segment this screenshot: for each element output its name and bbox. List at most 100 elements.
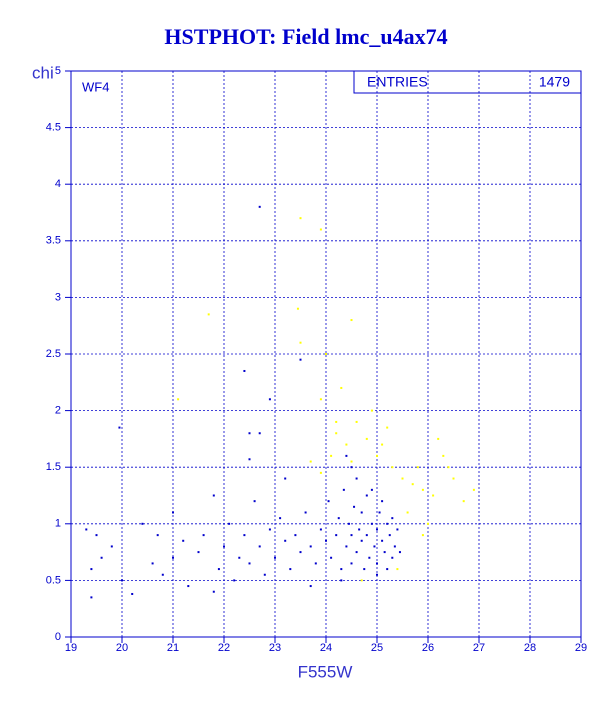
point (398, 551, 401, 554)
point (223, 545, 225, 548)
point (432, 494, 435, 497)
point (228, 522, 231, 525)
point (95, 534, 98, 537)
point (363, 568, 366, 571)
point (381, 443, 384, 446)
point (442, 454, 445, 457)
point (347, 522, 350, 525)
point (253, 500, 256, 503)
point (365, 534, 368, 537)
point (393, 545, 396, 548)
point (472, 488, 475, 491)
stats-label: ENTRIES (367, 74, 428, 90)
point (90, 596, 93, 599)
point (85, 528, 88, 531)
point (202, 534, 205, 537)
point (118, 426, 121, 429)
annotation: WF4 (82, 79, 109, 94)
point (355, 551, 358, 554)
point (258, 545, 261, 548)
point (284, 477, 287, 480)
point (406, 511, 409, 514)
point (263, 573, 266, 576)
point (212, 590, 215, 593)
point (172, 511, 174, 514)
point (177, 398, 180, 401)
point (401, 477, 404, 480)
point (340, 386, 343, 389)
point (360, 511, 363, 514)
point (421, 488, 424, 491)
point (248, 562, 251, 565)
point (350, 460, 353, 463)
point (330, 454, 333, 457)
y-tick-label: 2.5 (46, 348, 61, 360)
point (353, 505, 356, 508)
point (411, 483, 414, 486)
point (447, 466, 450, 469)
point (350, 534, 353, 537)
point (365, 437, 368, 440)
point (335, 534, 338, 537)
x-tick-label: 21 (167, 642, 179, 654)
point (350, 562, 353, 565)
point (350, 319, 353, 322)
point (373, 545, 376, 548)
point (386, 426, 389, 429)
y-tick-label: 3 (55, 291, 61, 303)
x-tick-label: 20 (116, 642, 128, 654)
point (319, 398, 322, 401)
point (370, 488, 373, 491)
x-tick-label: 26 (422, 642, 434, 654)
point (100, 556, 103, 559)
point (376, 573, 378, 576)
point (325, 353, 327, 355)
point (238, 556, 241, 559)
y-tick-label: 0.5 (46, 574, 61, 586)
point (319, 471, 322, 474)
point (299, 551, 302, 554)
point (388, 534, 391, 537)
point (161, 573, 164, 576)
point (309, 545, 312, 548)
point (391, 517, 394, 520)
x-tick-label: 19 (65, 642, 77, 654)
point (217, 568, 220, 571)
stats-value: 1479 (539, 74, 570, 90)
point (319, 228, 322, 231)
point (243, 534, 246, 537)
point (296, 307, 299, 310)
point (360, 579, 363, 582)
point (350, 466, 353, 469)
point (299, 217, 302, 220)
point (327, 500, 330, 503)
y-tick-label: 1.5 (46, 461, 61, 473)
chart-title: HSTPHOT: Field lmc_u4ax74 (164, 24, 447, 49)
point (386, 568, 389, 571)
point (345, 545, 348, 548)
point (345, 443, 348, 446)
point (381, 500, 384, 503)
point (197, 551, 200, 554)
point (141, 522, 144, 525)
point (452, 477, 455, 480)
point (358, 528, 361, 531)
y-tick-label: 5 (55, 65, 61, 77)
point (416, 466, 419, 469)
point (314, 562, 317, 565)
point (340, 568, 343, 571)
point (376, 562, 378, 565)
point (391, 556, 394, 559)
point (355, 420, 358, 423)
point (289, 568, 292, 571)
point (212, 494, 215, 497)
y-tick-label: 2 (55, 405, 61, 417)
point (368, 556, 371, 559)
point (462, 500, 465, 503)
point (299, 341, 302, 344)
point (121, 579, 123, 582)
point (243, 369, 246, 372)
point (427, 522, 429, 525)
point (355, 477, 358, 480)
point (370, 409, 373, 412)
